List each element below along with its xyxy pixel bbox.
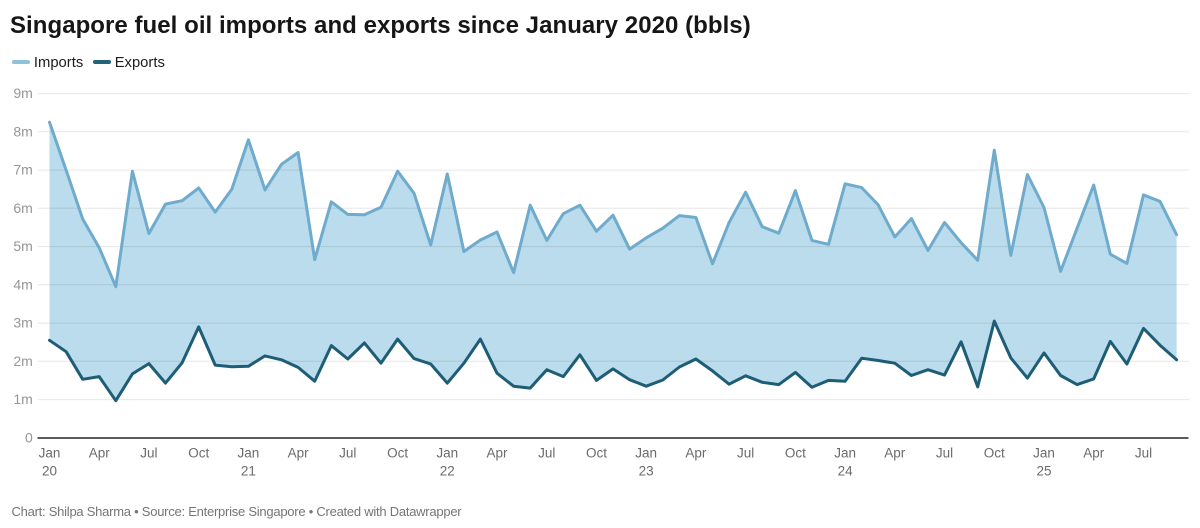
svg-text:2m: 2m: [13, 353, 32, 369]
svg-text:Jan: Jan: [635, 445, 657, 460]
svg-text:22: 22: [440, 464, 455, 479]
svg-text:Oct: Oct: [188, 445, 209, 460]
svg-text:Jul: Jul: [737, 445, 754, 460]
svg-text:Jan: Jan: [436, 445, 458, 460]
svg-text:8m: 8m: [13, 123, 32, 139]
svg-text:6m: 6m: [13, 200, 32, 216]
svg-text:Jan: Jan: [1033, 445, 1055, 460]
svg-text:Apr: Apr: [884, 445, 906, 460]
svg-text:4m: 4m: [13, 276, 32, 292]
svg-text:Jan: Jan: [39, 445, 61, 460]
svg-text:Jul: Jul: [1135, 445, 1152, 460]
svg-text:Oct: Oct: [586, 445, 607, 460]
svg-text:Jan: Jan: [238, 445, 260, 460]
svg-text:Oct: Oct: [984, 445, 1005, 460]
svg-text:Jul: Jul: [339, 445, 356, 460]
svg-text:Jul: Jul: [140, 445, 157, 460]
svg-text:24: 24: [838, 464, 854, 479]
svg-text:5m: 5m: [13, 238, 32, 254]
svg-text:Apr: Apr: [89, 445, 111, 460]
svg-text:Jul: Jul: [936, 445, 953, 460]
svg-text:Jul: Jul: [538, 445, 555, 460]
svg-text:Oct: Oct: [785, 445, 806, 460]
svg-text:23: 23: [639, 464, 654, 479]
svg-text:0: 0: [25, 429, 33, 445]
svg-text:25: 25: [1036, 464, 1051, 479]
svg-text:1m: 1m: [13, 391, 32, 407]
svg-text:Jan: Jan: [834, 445, 856, 460]
svg-text:9m: 9m: [13, 85, 32, 101]
svg-text:3m: 3m: [13, 315, 32, 331]
svg-text:20: 20: [42, 464, 57, 479]
svg-text:Oct: Oct: [387, 445, 408, 460]
svg-text:21: 21: [241, 464, 256, 479]
svg-text:Apr: Apr: [486, 445, 508, 460]
svg-text:7m: 7m: [13, 162, 32, 178]
svg-text:Apr: Apr: [685, 445, 707, 460]
svg-text:Apr: Apr: [288, 445, 310, 460]
svg-text:Apr: Apr: [1083, 445, 1105, 460]
